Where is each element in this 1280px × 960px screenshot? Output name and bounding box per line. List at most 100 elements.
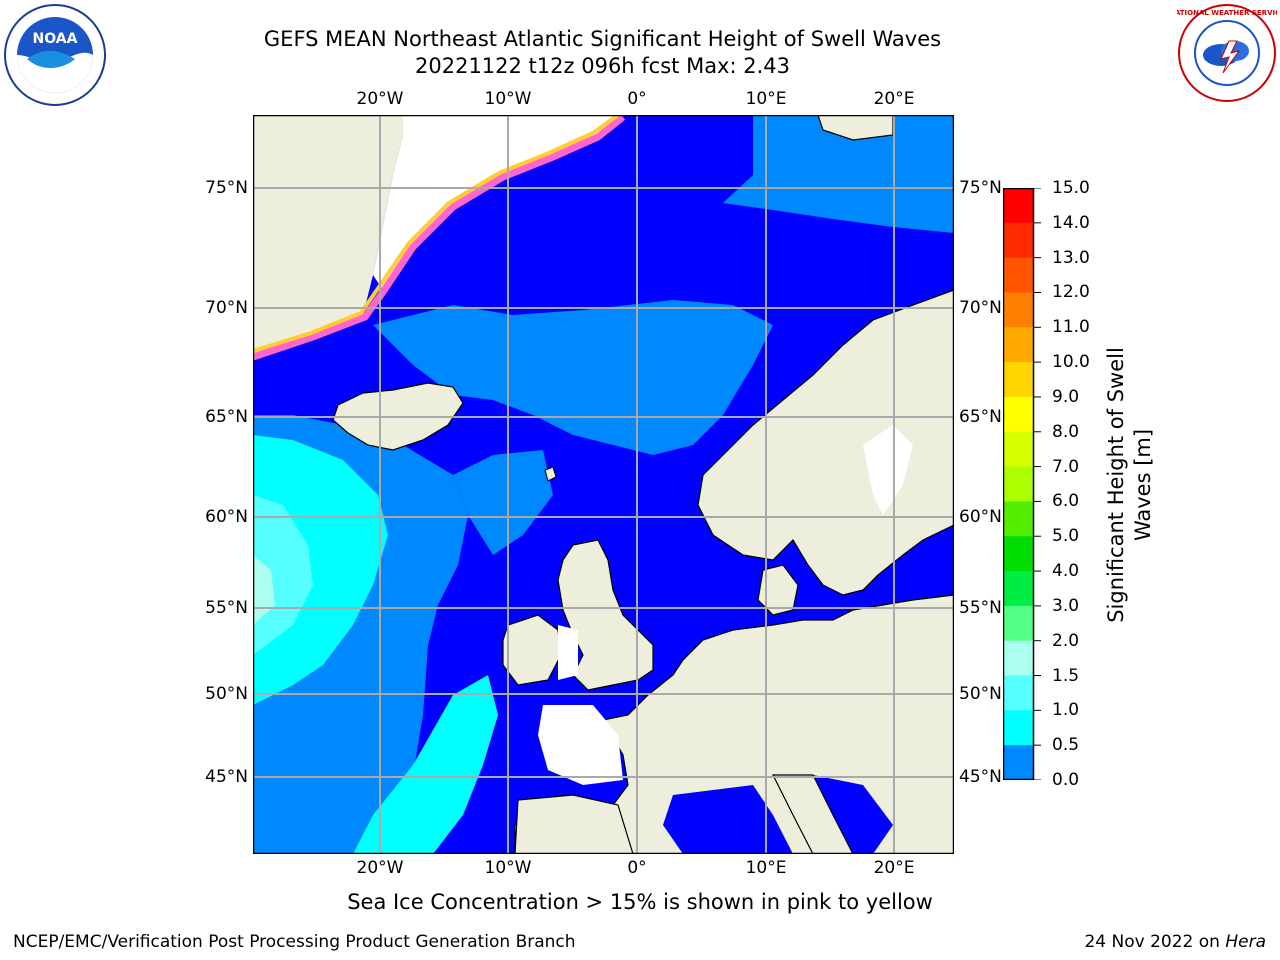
lon-tick-top: 0°	[627, 89, 647, 109]
colorbar-segment	[1003, 362, 1034, 398]
colorbar-segment	[1003, 222, 1034, 259]
colorbar-segment	[1003, 710, 1034, 746]
colorbar-label: 2.0	[1052, 630, 1080, 651]
colorbar-label: 10.0	[1052, 352, 1090, 373]
lat-tick-left: 70°N	[205, 298, 248, 318]
lon-tick-top: 20°W	[356, 89, 404, 109]
swell-field-mid-north	[723, 115, 954, 233]
colorbar-segment	[1003, 292, 1034, 328]
colorbar-label: 7.0	[1052, 456, 1080, 477]
lon-tick-top: 20°E	[873, 89, 915, 109]
colorbar-title-line1: Significant Height of Swell	[1104, 347, 1128, 623]
colorbar-label: 4.0	[1052, 561, 1080, 582]
colorbar-label: 3.0	[1052, 595, 1080, 616]
colorbar-label: 5.0	[1052, 526, 1080, 547]
lon-tick-bottom: 10°W	[484, 858, 532, 878]
scandinavia-lakes	[863, 425, 913, 515]
denmark-land	[757, 564, 799, 616]
lon-tick-bottom: 20°W	[356, 858, 404, 878]
footer-host: Hera	[1225, 932, 1266, 952]
chart-title: GEFS MEAN Northeast Atlantic Significant…	[263, 27, 942, 51]
lat-tick-left: 45°N	[205, 767, 248, 787]
colorbar-segment	[1003, 571, 1034, 607]
colorbar-segment	[1003, 605, 1034, 642]
footer-date-text: 24 Nov 2022 on	[1084, 932, 1220, 952]
lat-tick-right: 65°N	[959, 407, 1002, 427]
lon-tick-top: 10°W	[484, 89, 532, 109]
colorbar-segment	[1003, 640, 1034, 677]
colorbar-segment	[1003, 257, 1034, 293]
map-panel	[253, 115, 954, 854]
lat-tick-right: 45°N	[959, 767, 1002, 787]
colorbar-segment	[1003, 675, 1034, 711]
footer-date: 24 Nov 2022 on Hera	[1084, 932, 1266, 952]
colorbar-label: 12.0	[1052, 282, 1090, 303]
lon-tick-bottom: 20°E	[873, 858, 915, 878]
noaa-logo-icon: NOAA	[4, 4, 106, 106]
lon-tick-bottom: 0°	[627, 858, 647, 878]
irish-sea-nodata	[558, 625, 578, 680]
colorbar-segment	[1003, 327, 1034, 363]
lat-tick-right: 70°N	[959, 298, 1002, 318]
lat-tick-right: 55°N	[959, 598, 1002, 618]
lat-tick-left: 65°N	[205, 407, 248, 427]
mediterranean-sea	[663, 785, 793, 854]
colorbar-segment	[1003, 431, 1034, 468]
colorbar-label: 6.0	[1052, 491, 1080, 512]
sea-ice-edge-inner	[253, 115, 620, 353]
sea-ice-edge	[253, 115, 626, 361]
lon-tick-bottom: 10°E	[745, 858, 787, 878]
colorbar	[1003, 188, 1041, 780]
colorbar-label: 13.0	[1052, 247, 1090, 268]
great-britain-land	[557, 539, 654, 691]
svalbard-land	[817, 115, 894, 141]
chart-subtitle: 20221122 t12z 096h fcst Max: 2.43	[415, 54, 790, 78]
italy-land	[772, 774, 854, 854]
colorbar-label: 9.0	[1052, 386, 1080, 407]
lat-tick-right: 60°N	[959, 507, 1002, 527]
lat-tick-right: 75°N	[959, 178, 1002, 198]
sea-ice-note: Sea Ice Concentration > 15% is shown in …	[347, 890, 933, 914]
lat-tick-left: 55°N	[205, 598, 248, 618]
noaa-logo-text: NOAA	[33, 31, 78, 47]
greenland-land	[253, 115, 403, 355]
greenland-interior	[373, 115, 623, 290]
colorbar-label: 14.0	[1052, 212, 1090, 233]
colorbar-label: 0.0	[1052, 770, 1080, 790]
lat-tick-right: 50°N	[959, 684, 1002, 704]
lon-tick-top: 10°E	[745, 89, 787, 109]
nws-logo-icon: NATIONAL WEATHER SERVICE	[1177, 4, 1277, 102]
map-gridlines	[253, 115, 954, 854]
colorbar-label: 15.0	[1052, 178, 1090, 198]
colorbar-segment	[1003, 536, 1034, 572]
swell-field-lighter	[253, 495, 313, 655]
ireland-land	[502, 614, 562, 686]
colorbar-title: Significant Height of Swell Waves [m]	[1103, 347, 1157, 623]
swell-field-light-atlantic	[253, 435, 388, 705]
adriatic-sea	[813, 775, 893, 854]
map-frame	[253, 115, 954, 854]
lat-tick-left: 75°N	[205, 178, 248, 198]
colorbar-frame	[1003, 188, 1035, 780]
lat-tick-left: 50°N	[205, 684, 248, 704]
lat-tick-left: 60°N	[205, 507, 248, 527]
colorbar-label: 1.5	[1052, 665, 1080, 686]
colorbar-segment	[1003, 501, 1034, 537]
colorbar-segment	[1003, 188, 1034, 224]
colorbar-title-line2: Waves [m]	[1131, 428, 1155, 542]
swell-field-mid-shelf	[453, 450, 553, 555]
swell-field-light-biscay	[353, 675, 498, 854]
nws-logo-text: NATIONAL WEATHER SERVICE	[1177, 9, 1277, 17]
colorbar-segment	[1003, 466, 1034, 502]
colorbar-label: 0.5	[1052, 735, 1080, 756]
colorbar-label: 1.0	[1052, 700, 1080, 721]
faroe-islands	[544, 466, 557, 482]
colorbar-label: 11.0	[1052, 317, 1090, 338]
iberia-land	[514, 794, 634, 854]
biscay-nodata	[538, 705, 623, 785]
scandinavia-land	[697, 289, 954, 596]
colorbar-label: 8.0	[1052, 421, 1080, 442]
footer-branch: NCEP/EMC/Verification Post Processing Pr…	[13, 932, 576, 952]
colorbar-segment	[1003, 745, 1034, 780]
colorbar-segment	[1003, 396, 1034, 433]
